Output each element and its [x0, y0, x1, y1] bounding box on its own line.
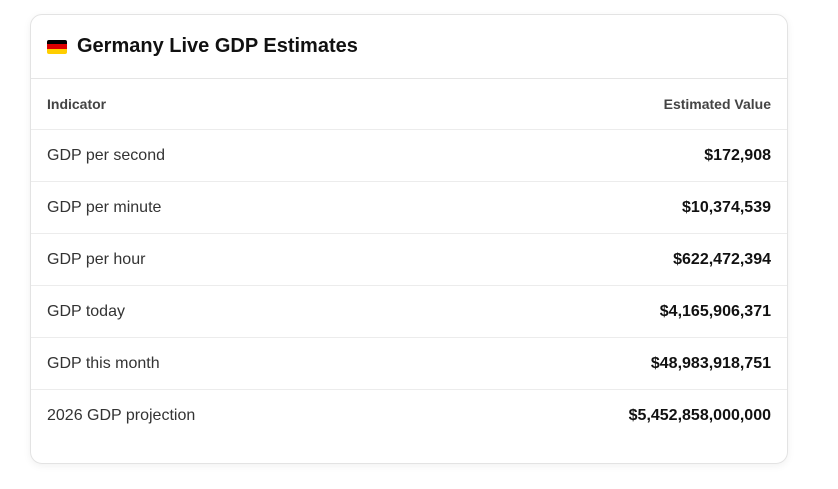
table-row: GDP this month $48,983,918,751	[31, 337, 787, 390]
column-header: Estimated Value	[415, 79, 787, 130]
value-cell: $10,374,539	[415, 181, 787, 234]
header-row: Indicator Estimated Value	[31, 79, 787, 130]
table-row: GDP today $4,165,906,371	[31, 285, 787, 338]
gdp-table: Indicator Estimated Value GDP per second…	[31, 79, 787, 441]
value-cell: $5,452,858,000,000	[628, 406, 771, 424]
value-cell: $48,983,918,751	[415, 337, 787, 390]
indicator-cell: GDP per minute	[31, 181, 416, 234]
indicator-cell: GDP per second	[31, 129, 416, 182]
card-title: Germany Live GDP Estimates	[77, 35, 358, 57]
value-cell: $4,165,906,371	[415, 285, 787, 338]
card-header: Germany Live GDP Estimates	[31, 15, 787, 79]
value-cell: $172,908	[415, 129, 787, 182]
table-row: GDP per minute $10,374,539	[31, 181, 787, 234]
column-header: Indicator	[31, 79, 416, 130]
indicator-cell: GDP per hour	[31, 233, 416, 286]
value-cell: $622,472,394	[415, 233, 787, 286]
germany-flag	[47, 39, 67, 54]
table-row: 2026 GDP projection $5,452,858,000,000	[31, 390, 787, 442]
indicator-cell: 2026 GDP projection	[47, 406, 196, 424]
table-row: GDP per hour $622,472,394	[31, 233, 787, 286]
gdp-card: Germany Live GDP Estimates Indicator Est…	[30, 14, 788, 464]
indicator-cell: GDP this month	[31, 337, 416, 390]
indicator-cell: GDP today	[31, 285, 416, 338]
table-row: GDP per second $172,908	[31, 129, 787, 182]
